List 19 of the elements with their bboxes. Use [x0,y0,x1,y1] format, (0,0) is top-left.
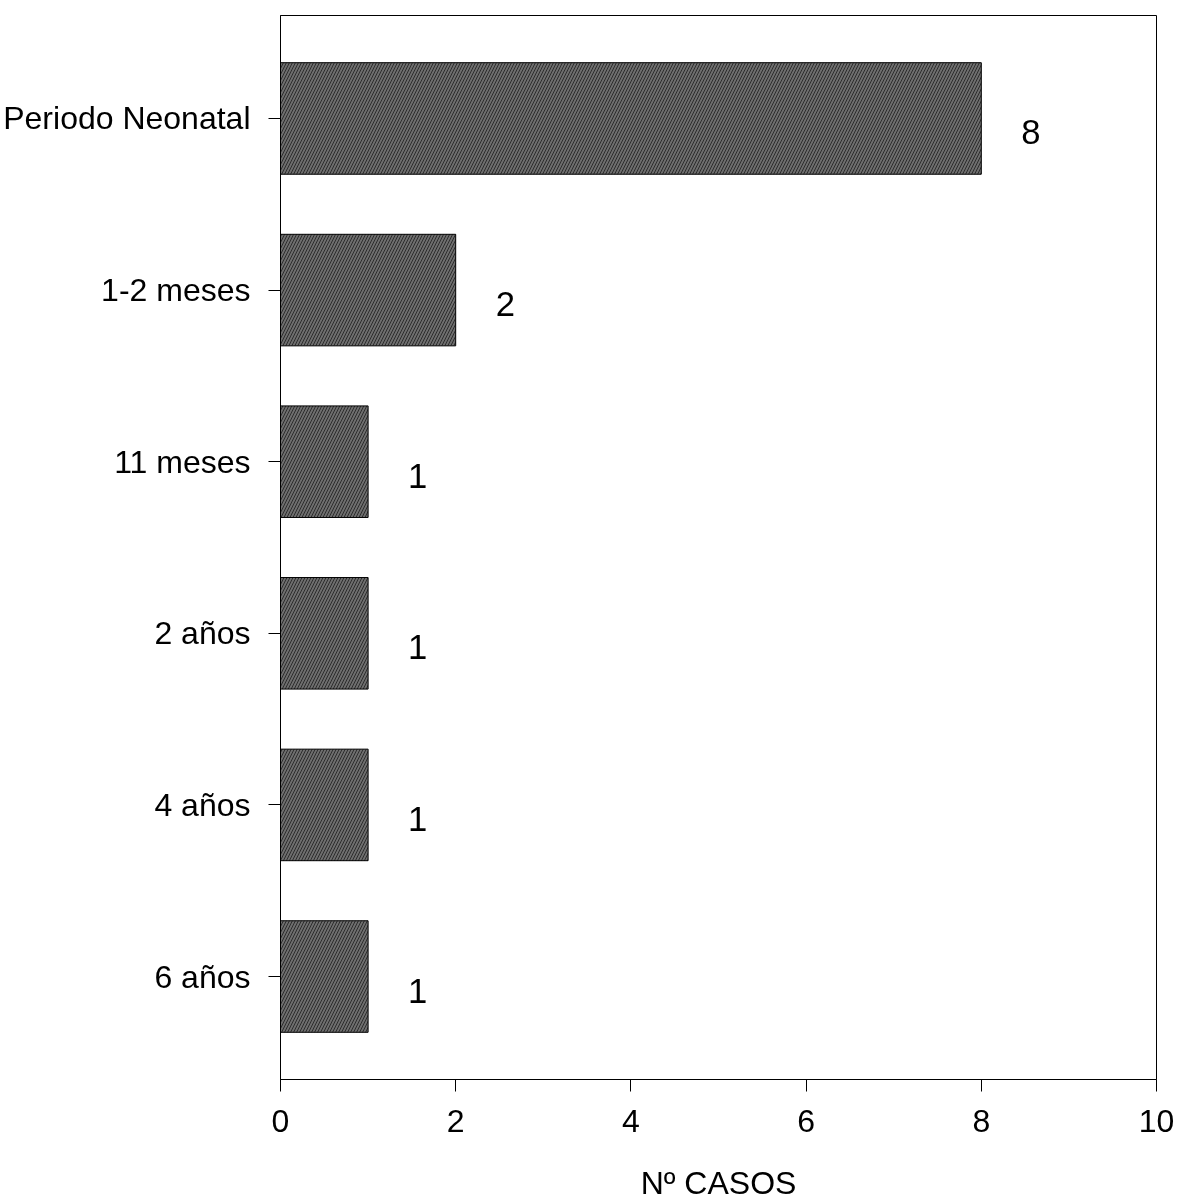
data-label: 1 [408,971,428,1010]
x-tick-label: 10 [1138,1102,1175,1139]
x-axis-title: Nº CASOS [640,1164,797,1201]
y-tick-label: 11 meses [114,443,251,480]
y-tick-label: Periodo Neonatal [3,100,251,137]
y-tick-label: 2 años [154,615,251,652]
x-tick-label: 0 [271,1102,290,1139]
data-label: 2 [495,285,515,324]
y-tick-label: 1-2 meses [101,272,251,309]
x-tick-label: 4 [622,1102,640,1139]
data-label: 8 [1021,113,1041,152]
x-tick-label: 6 [797,1102,815,1139]
x-tick-label: 2 [446,1102,465,1139]
data-label: 1 [408,799,428,838]
data-label: 1 [408,456,428,495]
data-label: 1 [408,628,428,667]
y-tick-label: 6 años [154,958,251,995]
y-tick-label: 4 años [154,786,251,823]
x-tick-label: 8 [972,1102,991,1139]
